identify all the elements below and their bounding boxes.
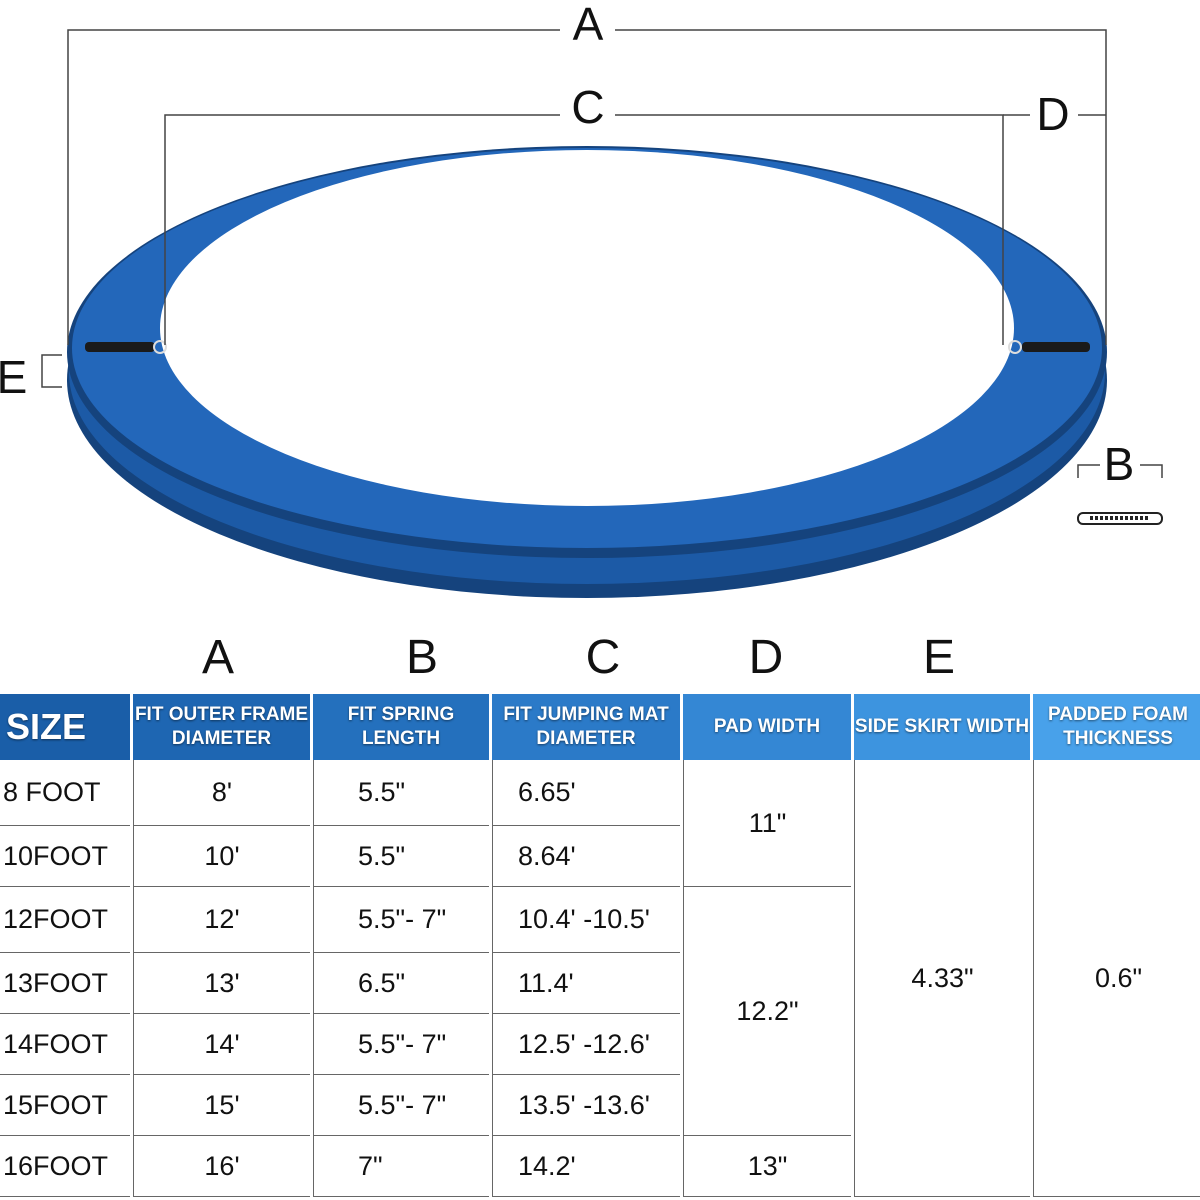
- label-a: A: [573, 0, 604, 50]
- header-mat: FIT JUMPING MAT DIAMETER: [492, 694, 680, 760]
- cell-frame: 10': [133, 826, 310, 887]
- cell-spring: 5.5"- 7": [313, 1075, 489, 1136]
- cell-mat: 11.4': [492, 953, 680, 1014]
- cell-spring: 6.5": [313, 953, 489, 1014]
- cell-size: 10FOOT: [0, 826, 130, 887]
- cell-pad-width: 11": [683, 760, 851, 887]
- cell-spring: 7": [313, 1136, 489, 1197]
- cell-frame: 8': [133, 760, 310, 826]
- table-row: 16FOOT 16' 7" 14.2' 13": [0, 1136, 1200, 1197]
- cell-size: 15FOOT: [0, 1075, 130, 1136]
- table-row: 14FOOT 14' 5.5"- 7" 12.5' -12.6': [0, 1014, 1200, 1075]
- header-frame: FIT OUTER FRAME DIAMETER: [133, 694, 310, 760]
- column-letter-d: D: [748, 631, 784, 684]
- table-header-row: SIZE FIT OUTER FRAME DIAMETER FIT SPRING…: [0, 694, 1200, 760]
- cell-mat: 6.65': [492, 760, 680, 826]
- pad-ring: [67, 146, 1107, 598]
- cell-mat: 14.2': [492, 1136, 680, 1197]
- size-table: SIZE FIT OUTER FRAME DIAMETER FIT SPRING…: [0, 694, 1200, 1197]
- column-letter-c: C: [585, 631, 621, 684]
- cell-size: 12FOOT: [0, 887, 130, 953]
- table-row: 15FOOT 15' 5.5"- 7" 13.5' -13.6': [0, 1075, 1200, 1136]
- cell-frame: 12': [133, 887, 310, 953]
- column-letter-b: B: [405, 631, 438, 684]
- label-c: C: [571, 81, 604, 133]
- cell-size: 16FOOT: [0, 1136, 130, 1197]
- header-size: SIZE: [0, 694, 130, 760]
- cell-pad-width: 12.2": [683, 887, 851, 1136]
- label-e: E: [0, 351, 27, 403]
- column-letter-e: E: [922, 631, 955, 684]
- table-row: 8 FOOT 8' 5.5" 6.65' 11" 4.33" 0.6": [0, 760, 1200, 1197]
- cell-mat: 10.4' -10.5': [492, 887, 680, 953]
- cell-spring: 5.5": [313, 760, 489, 826]
- cell-frame: 13': [133, 953, 310, 1014]
- header-foam: PADDED FOAM THICKNESS: [1033, 694, 1200, 760]
- cell-mat: 12.5' -12.6': [492, 1014, 680, 1075]
- table-row: 10FOOT 10' 5.5" 8.64': [0, 826, 1200, 887]
- header-pad-width: PAD WIDTH: [683, 694, 851, 760]
- cell-frame: 14': [133, 1014, 310, 1075]
- label-d: D: [1036, 88, 1069, 140]
- header-skirt: SIDE SKIRT WIDTH: [854, 694, 1030, 760]
- label-b: B: [1104, 438, 1135, 490]
- cell-spring: 5.5"- 7": [313, 1014, 489, 1075]
- column-letter-a: A: [201, 631, 234, 684]
- cell-pad-width: 13": [683, 1136, 851, 1197]
- spring-icon-right: [1008, 340, 1090, 354]
- table-row: 12FOOT 12' 5.5"- 7" 10.4' -10.5' 12.2": [0, 887, 1200, 1136]
- cell-size: 14FOOT: [0, 1014, 130, 1075]
- cell-spring: 5.5"- 7": [313, 887, 489, 953]
- cell-mat: 13.5' -13.6': [492, 1075, 680, 1136]
- dimension-lines: [41, 29, 1163, 478]
- table-row: 13FOOT 13' 6.5" 11.4': [0, 953, 1200, 1014]
- cell-frame: 16': [133, 1136, 310, 1197]
- cell-mat: 8.64': [492, 826, 680, 887]
- cell-foam: 0.6": [1033, 760, 1200, 1197]
- trampoline-pad-diagram: A C D E B: [0, 0, 1163, 598]
- cell-size: 8 FOOT: [0, 760, 130, 826]
- spring-icon-left: [85, 340, 167, 354]
- spring-icon-b: [1077, 512, 1163, 525]
- cell-size: 13FOOT: [0, 953, 130, 1014]
- cell-skirt: 4.33": [854, 760, 1030, 1197]
- cell-spring: 5.5": [313, 826, 489, 887]
- cell-frame: 15': [133, 1075, 310, 1136]
- header-spring: FIT SPRING LENGTH: [313, 694, 489, 760]
